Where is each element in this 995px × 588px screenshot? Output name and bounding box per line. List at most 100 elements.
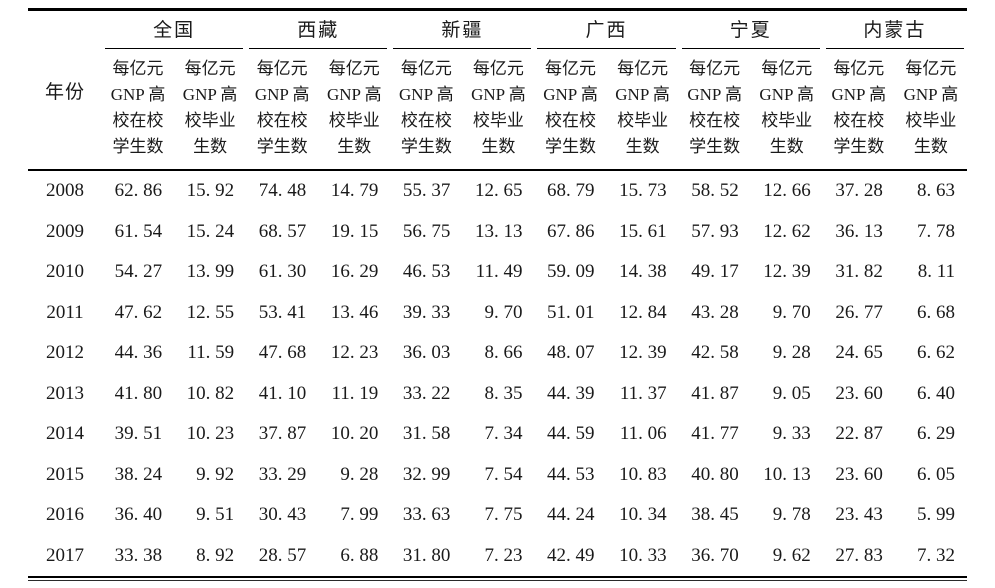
value-cell: 9. 51 — [196, 504, 235, 526]
group-header-6: 内蒙古 — [823, 10, 967, 49]
value-cell: 5. 99 — [917, 504, 955, 526]
value-cell: 56. 75 — [402, 220, 451, 242]
value-cell: 44. 36 — [114, 342, 163, 364]
value-cell: 12. 23 — [330, 342, 379, 364]
value-cell: 10. 34 — [619, 504, 667, 526]
value-cell: 38. 24 — [114, 463, 163, 485]
value-cell: 57. 93 — [691, 220, 739, 242]
value-cell: 9. 70 — [772, 301, 811, 323]
subheader-2-graduates: 每亿元 GNP 高 校毕业 生数 — [318, 49, 391, 171]
year-cell: 2012 — [46, 342, 84, 364]
value-cell: 46. 53 — [402, 261, 451, 283]
value-cell: 8. 66 — [484, 342, 523, 364]
group-header-1: 全国 — [102, 10, 246, 49]
subheader-3-enrolled-students: 每亿元 GNP 高 校在校 学生数 — [390, 49, 463, 171]
value-cell: 61. 30 — [258, 261, 307, 283]
value-cell: 53. 41 — [258, 301, 307, 323]
year-cell: 2013 — [46, 382, 84, 404]
value-cell: 10. 33 — [619, 544, 667, 566]
table-row-2009: 2009 61. 54 15. 24 68. 57 19. 15 56. 75 13. 13… — [28, 212, 967, 253]
value-cell: 11. 49 — [475, 261, 523, 283]
value-cell: 13. 13 — [474, 220, 523, 242]
subheader-1-graduates: 每亿元 GNP 高 校毕业 生数 — [174, 49, 247, 171]
table-row-2013: 2013 41. 80 10. 82 41. 10 11. 19 33. 22 8. 35 4… — [28, 374, 967, 415]
value-cell: 14. 79 — [330, 180, 379, 202]
table-row-2014: 2014 39. 51 10. 23 37. 87 10. 20 31. 58 7. 34 4… — [28, 414, 967, 455]
value-cell: 33. 22 — [402, 382, 451, 404]
year-cell: 2008 — [46, 180, 84, 202]
value-cell: 41. 10 — [258, 382, 307, 404]
value-cell: 10. 13 — [763, 463, 811, 485]
value-cell: 44. 53 — [547, 463, 595, 485]
value-cell: 6. 88 — [340, 544, 379, 566]
value-cell: 7. 34 — [484, 423, 523, 445]
value-cell: 58. 52 — [691, 180, 739, 202]
table-row-2008: 2008 62. 86 15. 92 74. 48 14. 79 55. 37 12. 65… — [28, 170, 967, 212]
value-cell: 14. 38 — [619, 261, 667, 283]
value-cell: 8. 35 — [484, 382, 523, 404]
value-cell: 36. 70 — [691, 544, 739, 566]
subheader-4-enrolled-students: 每亿元 GNP 高 校在校 学生数 — [534, 49, 607, 171]
value-cell: 12. 55 — [186, 301, 235, 323]
value-cell: 22. 87 — [835, 423, 883, 445]
value-cell: 40. 80 — [691, 463, 739, 485]
value-cell: 30. 43 — [258, 504, 307, 526]
value-cell: 15. 24 — [186, 220, 235, 242]
value-cell: 44. 39 — [547, 382, 595, 404]
table-row-2010: 2010 54. 27 13. 99 61. 30 16. 29 46. 53 11. 49… — [28, 252, 967, 293]
subheader-6-graduates: 每亿元 GNP 高 校毕业 生数 — [894, 49, 967, 171]
value-cell: 27. 83 — [835, 544, 883, 566]
value-cell: 32. 99 — [402, 463, 451, 485]
subheader-4-graduates: 每亿元 GNP 高 校毕业 生数 — [606, 49, 679, 171]
value-cell: 12. 39 — [619, 342, 667, 364]
value-cell: 9. 33 — [772, 423, 811, 445]
group-label: 全国 — [105, 11, 244, 49]
value-cell: 6. 62 — [917, 342, 955, 364]
value-cell: 23. 60 — [835, 382, 883, 404]
value-cell: 44. 24 — [547, 504, 595, 526]
table-row-2016: 2016 36. 40 9. 51 30. 43 7. 99 33. 63 7. 75 44.… — [28, 495, 967, 536]
value-cell: 33. 63 — [402, 504, 451, 526]
value-cell: 39. 33 — [402, 301, 451, 323]
value-cell: 26. 77 — [835, 301, 883, 323]
value-cell: 6. 40 — [917, 382, 955, 404]
value-cell: 12. 39 — [763, 261, 811, 283]
year-cell: 2011 — [46, 301, 84, 323]
value-cell: 11. 06 — [619, 423, 667, 445]
value-cell: 54. 27 — [114, 261, 163, 283]
value-cell: 38. 45 — [691, 504, 739, 526]
value-cell: 15. 92 — [186, 180, 235, 202]
value-cell: 28. 57 — [258, 544, 307, 566]
value-cell: 9. 70 — [484, 301, 523, 323]
table-row-2011: 2011 47. 62 12. 55 53. 41 13. 46 39. 33 9. 70 5… — [28, 293, 967, 334]
value-cell: 11. 19 — [331, 382, 379, 404]
value-cell: 61. 54 — [114, 220, 163, 242]
subheader-6-enrolled-students: 每亿元 GNP 高 校在校 学生数 — [822, 49, 895, 171]
value-cell: 41. 80 — [114, 382, 163, 404]
value-cell: 55. 37 — [402, 180, 451, 202]
value-cell: 9. 62 — [772, 544, 811, 566]
group-header-5: 宁夏 — [679, 10, 823, 49]
group-label: 新疆 — [393, 11, 532, 49]
value-cell: 37. 28 — [835, 180, 883, 202]
value-cell: 12. 84 — [619, 301, 667, 323]
value-cell: 59. 09 — [547, 261, 595, 283]
bottom-double-rule — [28, 580, 967, 581]
sub-header-row: 每亿元 GNP 高 校在校 学生数 每亿元 GNP 高 校毕业 生数 每亿元 GNP… — [28, 49, 967, 171]
value-cell: 7. 75 — [484, 504, 523, 526]
group-label: 宁夏 — [681, 11, 820, 49]
subheader-5-graduates: 每亿元 GNP 高 校毕业 生数 — [750, 49, 823, 171]
value-cell: 9. 05 — [772, 382, 811, 404]
value-cell: 62. 86 — [114, 180, 163, 202]
value-cell: 68. 79 — [547, 180, 595, 202]
value-cell: 41. 87 — [691, 382, 739, 404]
value-cell: 16. 29 — [330, 261, 379, 283]
value-cell: 19. 15 — [330, 220, 379, 242]
value-cell: 15. 61 — [619, 220, 667, 242]
value-cell: 9. 92 — [196, 463, 235, 485]
value-cell: 11. 37 — [619, 382, 667, 404]
value-cell: 7. 23 — [484, 544, 523, 566]
value-cell: 31. 80 — [402, 544, 451, 566]
year-cell: 2014 — [46, 423, 84, 445]
value-cell: 15. 73 — [619, 180, 667, 202]
